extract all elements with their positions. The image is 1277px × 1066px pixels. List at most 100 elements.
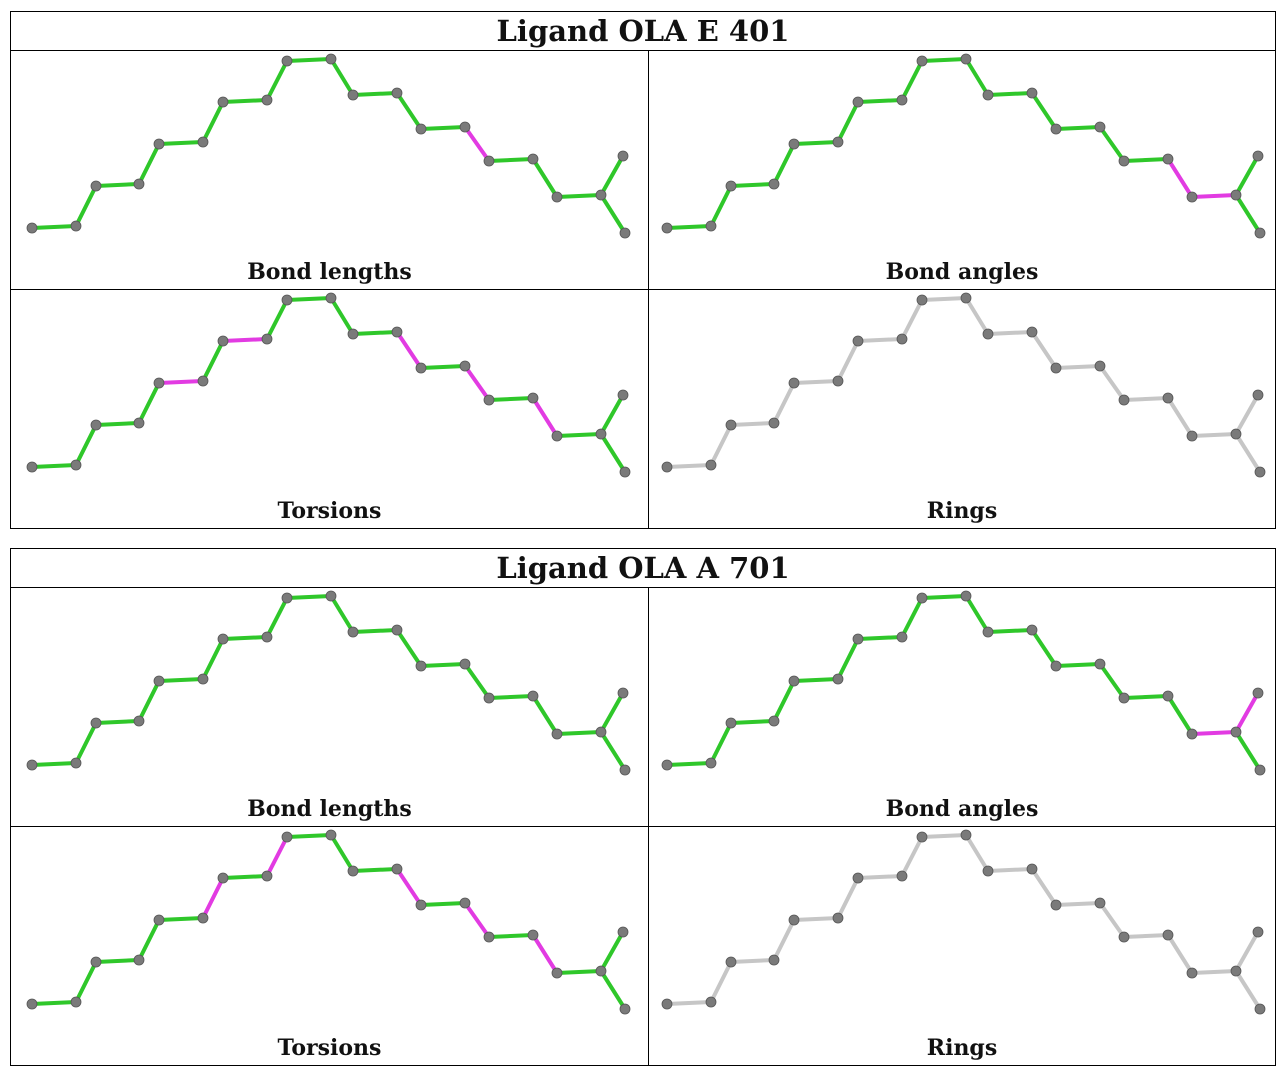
molecule-diagram <box>26 292 631 478</box>
bond <box>221 98 269 104</box>
atom <box>70 996 82 1008</box>
bond <box>900 59 924 102</box>
panel-label: Rings <box>926 1035 998 1061</box>
atom <box>960 829 972 841</box>
panel-label: Torsions <box>277 1035 382 1061</box>
atom <box>852 872 864 884</box>
atom <box>595 726 607 738</box>
atom <box>26 998 38 1010</box>
atom <box>459 658 471 670</box>
atom <box>705 459 717 471</box>
atom <box>459 121 471 133</box>
bond <box>836 876 860 920</box>
bond <box>137 381 161 425</box>
atom <box>1186 967 1198 979</box>
atom <box>281 592 293 604</box>
panel-torsions: Torsions <box>11 827 648 1065</box>
atom <box>896 333 908 345</box>
panel-label: Torsions <box>277 498 382 524</box>
bond <box>531 157 559 199</box>
atom <box>960 590 972 602</box>
atom <box>896 870 908 882</box>
bond <box>1098 125 1126 163</box>
atom <box>197 912 209 924</box>
panel-rings: Rings <box>648 827 1275 1065</box>
bond <box>599 193 627 235</box>
atom <box>1026 624 1038 636</box>
bond <box>555 193 603 199</box>
atom <box>1254 1003 1266 1015</box>
bond <box>729 719 776 725</box>
atom <box>982 626 994 638</box>
bond <box>487 157 535 163</box>
atom <box>1254 227 1266 239</box>
bond <box>986 867 1034 873</box>
bond <box>463 364 491 402</box>
atom <box>1050 899 1062 911</box>
bond <box>920 833 968 839</box>
bond <box>201 339 225 383</box>
bond <box>74 721 98 765</box>
bond <box>74 960 98 1004</box>
atom <box>261 870 273 882</box>
bond <box>351 330 399 336</box>
bond <box>729 421 776 427</box>
atom <box>852 96 864 108</box>
atom <box>832 375 844 387</box>
bond <box>1190 432 1238 438</box>
atom <box>1230 726 1242 738</box>
bond <box>419 901 467 907</box>
bond <box>599 730 627 772</box>
bond <box>836 637 860 681</box>
bond <box>265 596 289 639</box>
bond <box>986 330 1034 336</box>
atom <box>459 897 471 909</box>
bond <box>772 142 796 186</box>
atom <box>768 954 780 966</box>
atom <box>725 956 737 968</box>
atom <box>1026 87 1038 99</box>
atom <box>1230 428 1242 440</box>
bond <box>1190 193 1238 199</box>
bond <box>856 98 904 104</box>
panel-bond-lengths: Bond lengths <box>11 588 648 826</box>
bond <box>157 916 205 922</box>
bond <box>665 1000 713 1006</box>
atom <box>217 872 229 884</box>
molecule-diagram <box>661 53 1266 239</box>
atom <box>1162 153 1174 165</box>
atom <box>1162 690 1174 702</box>
bond <box>599 969 627 1011</box>
atom <box>982 89 994 101</box>
bond <box>599 432 627 474</box>
atom <box>483 394 495 406</box>
atom <box>1050 123 1062 135</box>
atom <box>705 996 717 1008</box>
bond <box>157 379 205 385</box>
atom <box>661 759 673 771</box>
bond <box>74 184 98 228</box>
bond <box>709 960 733 1004</box>
atom <box>483 692 495 704</box>
atom <box>788 138 800 150</box>
atom <box>527 392 539 404</box>
panel-label: Rings <box>926 498 998 524</box>
atom <box>916 55 928 67</box>
atom <box>852 633 864 645</box>
bond <box>1234 930 1260 973</box>
atom <box>133 715 145 727</box>
atom <box>1026 863 1038 875</box>
atom <box>483 931 495 943</box>
bond <box>30 463 78 469</box>
panel-label: Bond lengths <box>247 259 412 285</box>
bond <box>94 421 141 427</box>
bond <box>920 296 968 302</box>
bond <box>900 835 924 878</box>
bond <box>665 224 713 230</box>
bond <box>1098 662 1126 700</box>
bond <box>1030 867 1058 907</box>
bond <box>964 57 990 97</box>
bond <box>792 916 840 922</box>
atom <box>1252 926 1264 938</box>
atom <box>1050 362 1062 374</box>
